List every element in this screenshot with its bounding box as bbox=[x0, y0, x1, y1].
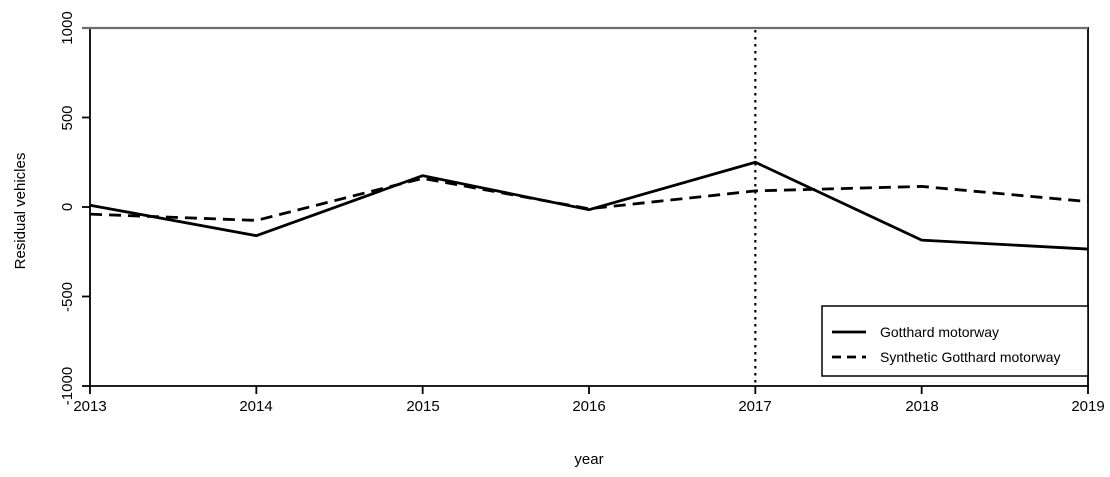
x-tick-label: 2015 bbox=[406, 398, 440, 415]
y-tick-label: 1000 bbox=[59, 11, 76, 45]
x-tick-label: 2016 bbox=[572, 398, 606, 415]
y-tick-label: -500 bbox=[59, 281, 76, 312]
series-line-synthetic-gotthard bbox=[89, 176, 1089, 222]
y-tick-label: 500 bbox=[59, 104, 76, 131]
x-axis-title: year bbox=[574, 451, 604, 468]
x-tick-label: 2018 bbox=[905, 398, 939, 415]
legend-box bbox=[821, 305, 1089, 377]
x-tick-label: 2013 bbox=[73, 398, 107, 415]
y-tick-label: 0 bbox=[59, 202, 76, 212]
legend-label-gotthard: Gotthard motorway bbox=[880, 324, 1000, 340]
x-tick-label: 2019 bbox=[1071, 398, 1105, 415]
series-layer bbox=[89, 30, 1089, 386]
x-tick-label: 2017 bbox=[738, 398, 772, 415]
y-tick-label: -1000 bbox=[59, 366, 76, 406]
series-line-gotthard bbox=[89, 160, 1089, 251]
y-axis-title: Residual vehicles bbox=[12, 152, 29, 270]
legend-label-synthetic: Synthetic Gotthard motorway bbox=[880, 349, 1061, 365]
x-tick-label: 2014 bbox=[239, 398, 273, 415]
